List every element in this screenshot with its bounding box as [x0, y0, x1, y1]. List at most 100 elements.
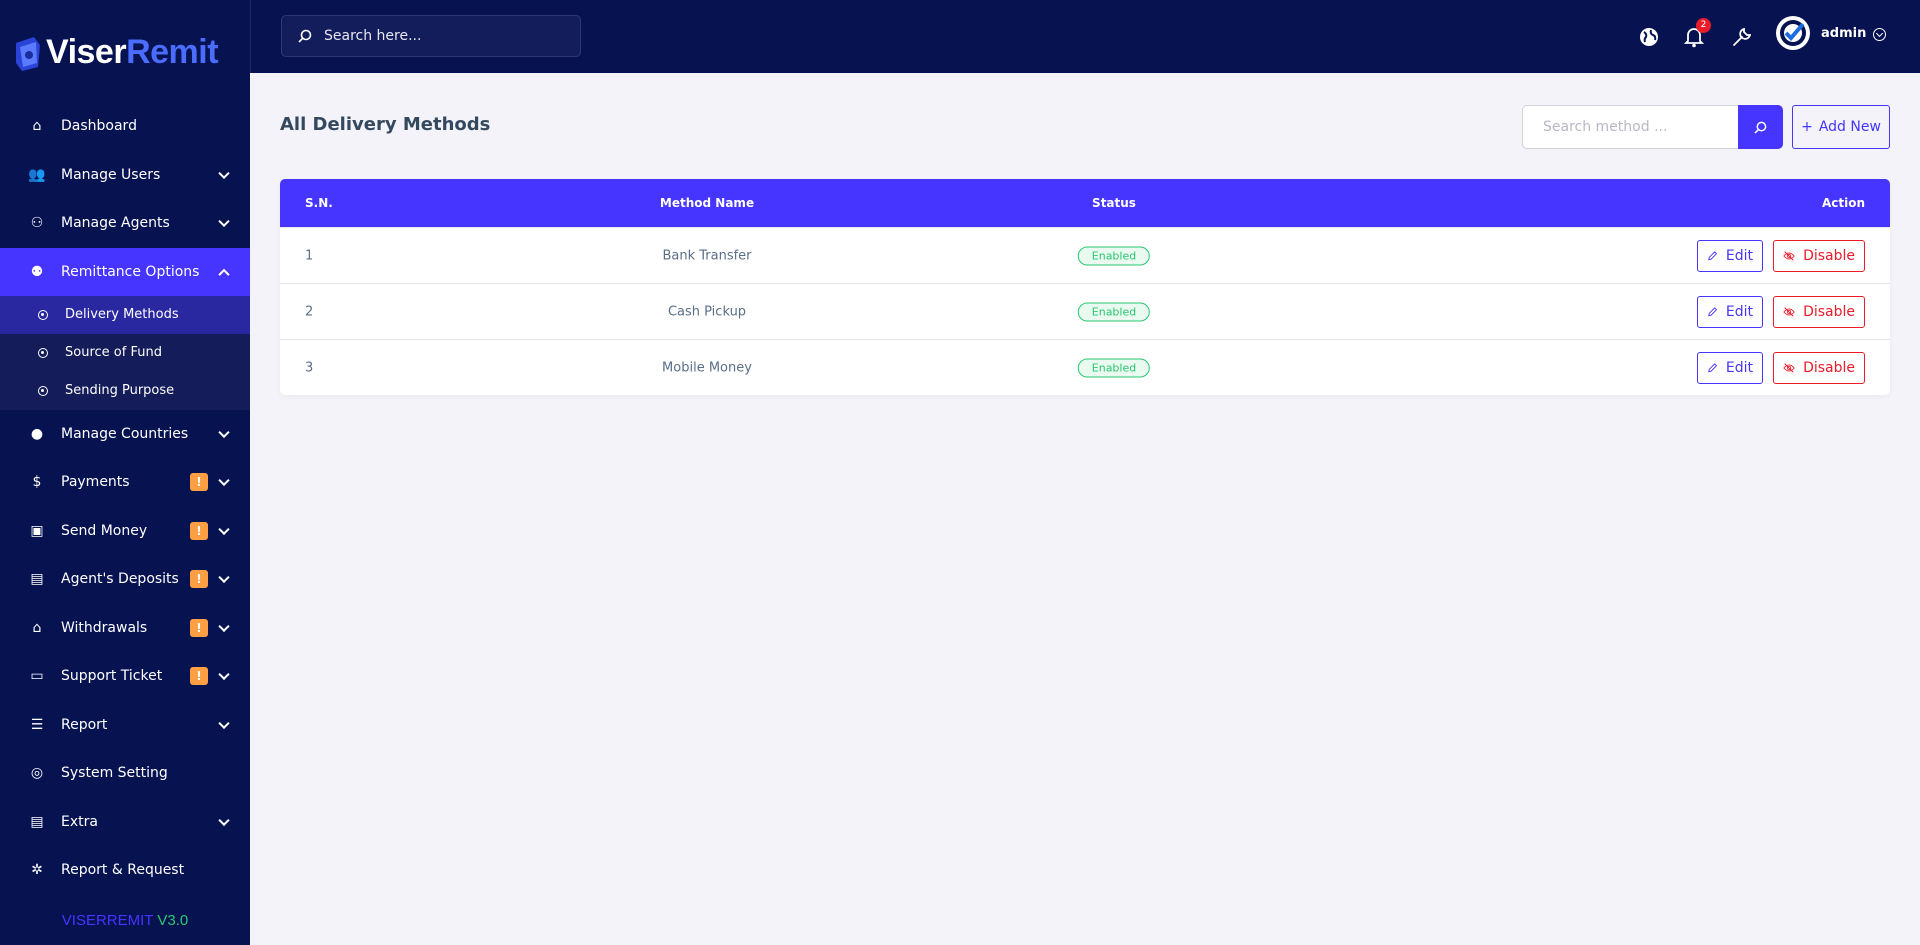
sidebar-item-label: System Setting — [61, 765, 168, 782]
logo[interactable]: Viser Remit — [12, 30, 219, 75]
sidebar-item-label: Manage Users — [61, 166, 161, 183]
chevron-down-icon[interactable] — [218, 571, 230, 584]
global-search-input[interactable]: Search here... — [281, 15, 581, 57]
payment-hand-icon: $ — [32, 474, 42, 491]
disable-label: Disable — [1803, 303, 1855, 320]
sidebar-item-agent-s-deposits[interactable]: ▤ Agent's Deposits! — [0, 555, 250, 604]
edit-label: Edit — [1725, 359, 1753, 376]
chevron-up-icon[interactable] — [218, 268, 230, 280]
plus-icon: + — [1801, 119, 1813, 135]
sidebar-item-label: Withdrawals — [61, 619, 148, 636]
sidebar-item-label: Report — [61, 716, 108, 733]
status-badge: Enabled — [1077, 358, 1151, 377]
chevron-down-icon[interactable] — [218, 814, 230, 826]
sidebar-item-label: Remittance Options — [61, 263, 200, 280]
cell-method-name: Cash Pickup — [667, 304, 747, 319]
circle-dot-icon — [38, 347, 48, 358]
sidebar-item-system-setting[interactable]: ◎ System Setting — [0, 749, 250, 798]
add-new-button[interactable]: + Add New — [1792, 105, 1890, 149]
circle-dot-icon — [38, 385, 48, 396]
warning-badge: ! — [190, 667, 208, 686]
disable-button[interactable]: Disable — [1773, 295, 1865, 328]
sidebar-item-label: Send Money — [61, 522, 148, 539]
sidebar-item-dashboard[interactable]: ⌂ Dashboard — [0, 102, 250, 151]
chevron-down-icon[interactable] — [218, 620, 230, 632]
remittance-icon: ⚉ — [30, 263, 44, 280]
method-search-form — [1522, 105, 1783, 149]
sidebar-item-remittance-options[interactable]: ⚉ Remittance Options — [0, 247, 250, 296]
globe-icon: ● — [30, 425, 44, 442]
sidebar-item-report[interactable]: ☰ Report — [0, 701, 250, 750]
notification-button[interactable]: 2 — [1683, 18, 1711, 48]
sidebar: Viser Remit ⌂ Dashboard 👥 Manage Users ⚇ Manag… — [0, 0, 250, 945]
lifebuoy-icon: ◎ — [30, 765, 44, 782]
search-icon — [298, 29, 312, 43]
avatar[interactable] — [1776, 16, 1810, 50]
sidebar-item-extra[interactable]: ▤ Extra — [0, 798, 250, 847]
header-status: Status — [1092, 196, 1136, 210]
edit-button[interactable]: Edit — [1697, 239, 1763, 272]
edit-button[interactable]: Edit — [1697, 351, 1763, 384]
user-name[interactable]: admin — [1821, 26, 1867, 41]
submenu-item-sending-purpose[interactable]: Sending Purpose — [0, 372, 250, 410]
globe-icon[interactable] — [1638, 26, 1660, 48]
list-icon: ☰ — [30, 716, 44, 733]
ticket-icon: ▭ — [30, 668, 44, 685]
sidebar-item-payments[interactable]: $ Payments! — [0, 458, 250, 507]
sidebar-item-label: Dashboard — [61, 118, 137, 135]
sidebar-item-report-request[interactable]: ✲ Report & Request — [0, 846, 250, 895]
circle-dot-icon — [38, 309, 48, 320]
chevron-down-icon[interactable] — [218, 426, 230, 438]
pencil-icon — [1708, 362, 1718, 372]
avatar-check-icon — [1780, 20, 1806, 46]
search-icon — [1754, 121, 1767, 134]
version-label: VISERREMIT V3.0 — [0, 912, 250, 929]
sidebar-item-withdrawals[interactable]: ⌂ Withdrawals! — [0, 604, 250, 653]
submenu-item-delivery-methods[interactable]: Delivery Methods — [0, 295, 250, 334]
eye-slash-icon — [1783, 362, 1795, 373]
row-actions: Edit Disable — [1697, 295, 1865, 328]
wrench-icon[interactable] — [1731, 26, 1753, 48]
sidebar-item-label: Manage Agents — [61, 215, 170, 232]
table-row: 1 Bank Transfer Enabled Edit Disable — [280, 227, 1890, 283]
disable-label: Disable — [1803, 359, 1855, 376]
status-badge: Enabled — [1077, 302, 1151, 321]
submenu-item-source-of-fund[interactable]: Source of Fund — [0, 334, 250, 372]
delivery-methods-table: S.N. Method Name Status Action 1 Bank Tr… — [280, 179, 1890, 395]
sidebar-item-manage-users[interactable]: 👥 Manage Users — [0, 151, 250, 200]
sidebar-item-label: Payments — [61, 474, 130, 491]
logo-wallet-icon — [16, 36, 40, 71]
sidebar-item-send-money[interactable]: ▣ Send Money! — [0, 507, 250, 556]
eye-slash-icon — [1783, 306, 1795, 317]
logo-text-2: Remit — [126, 33, 219, 71]
status-badge: Enabled — [1077, 246, 1151, 265]
chevron-down-circle-icon[interactable] — [1873, 28, 1886, 41]
cell-method-name: Mobile Money — [662, 360, 752, 375]
disable-button[interactable]: Disable — [1773, 239, 1865, 272]
row-actions: Edit Disable — [1697, 239, 1865, 272]
chevron-down-icon[interactable] — [218, 474, 230, 487]
cell-method-name: Bank Transfer — [662, 248, 752, 263]
notification-badge: 2 — [1696, 18, 1711, 33]
warning-badge: ! — [190, 570, 208, 589]
chevron-down-icon[interactable] — [218, 668, 230, 681]
chevron-down-icon[interactable] — [218, 523, 230, 535]
table-row: 3 Mobile Money Enabled Edit Disable — [280, 339, 1890, 395]
disable-label: Disable — [1803, 247, 1855, 264]
table-header: S.N. Method Name Status Action — [280, 179, 1890, 227]
method-search-button[interactable] — [1738, 105, 1783, 149]
server-icon: ▤ — [30, 813, 44, 830]
edit-label: Edit — [1725, 303, 1753, 320]
sidebar-item-support-ticket[interactable]: ▭ Support Ticket! — [0, 652, 250, 701]
sidebar-item-manage-countries[interactable]: ● Manage Countries — [0, 410, 250, 459]
sidebar-item-manage-agents[interactable]: ⚇ Manage Agents — [0, 199, 250, 248]
method-search-input[interactable] — [1522, 105, 1738, 149]
chevron-down-icon[interactable] — [218, 167, 230, 179]
eye-slash-icon — [1783, 250, 1795, 261]
table-row: 2 Cash Pickup Enabled Edit Disable — [280, 283, 1890, 339]
edit-button[interactable]: Edit — [1697, 295, 1763, 328]
chevron-down-icon[interactable] — [218, 717, 230, 729]
chevron-down-icon[interactable] — [218, 215, 230, 228]
submenu: Delivery Methods Source of Fund Sending Pu… — [0, 295, 250, 410]
disable-button[interactable]: Disable — [1773, 351, 1865, 384]
